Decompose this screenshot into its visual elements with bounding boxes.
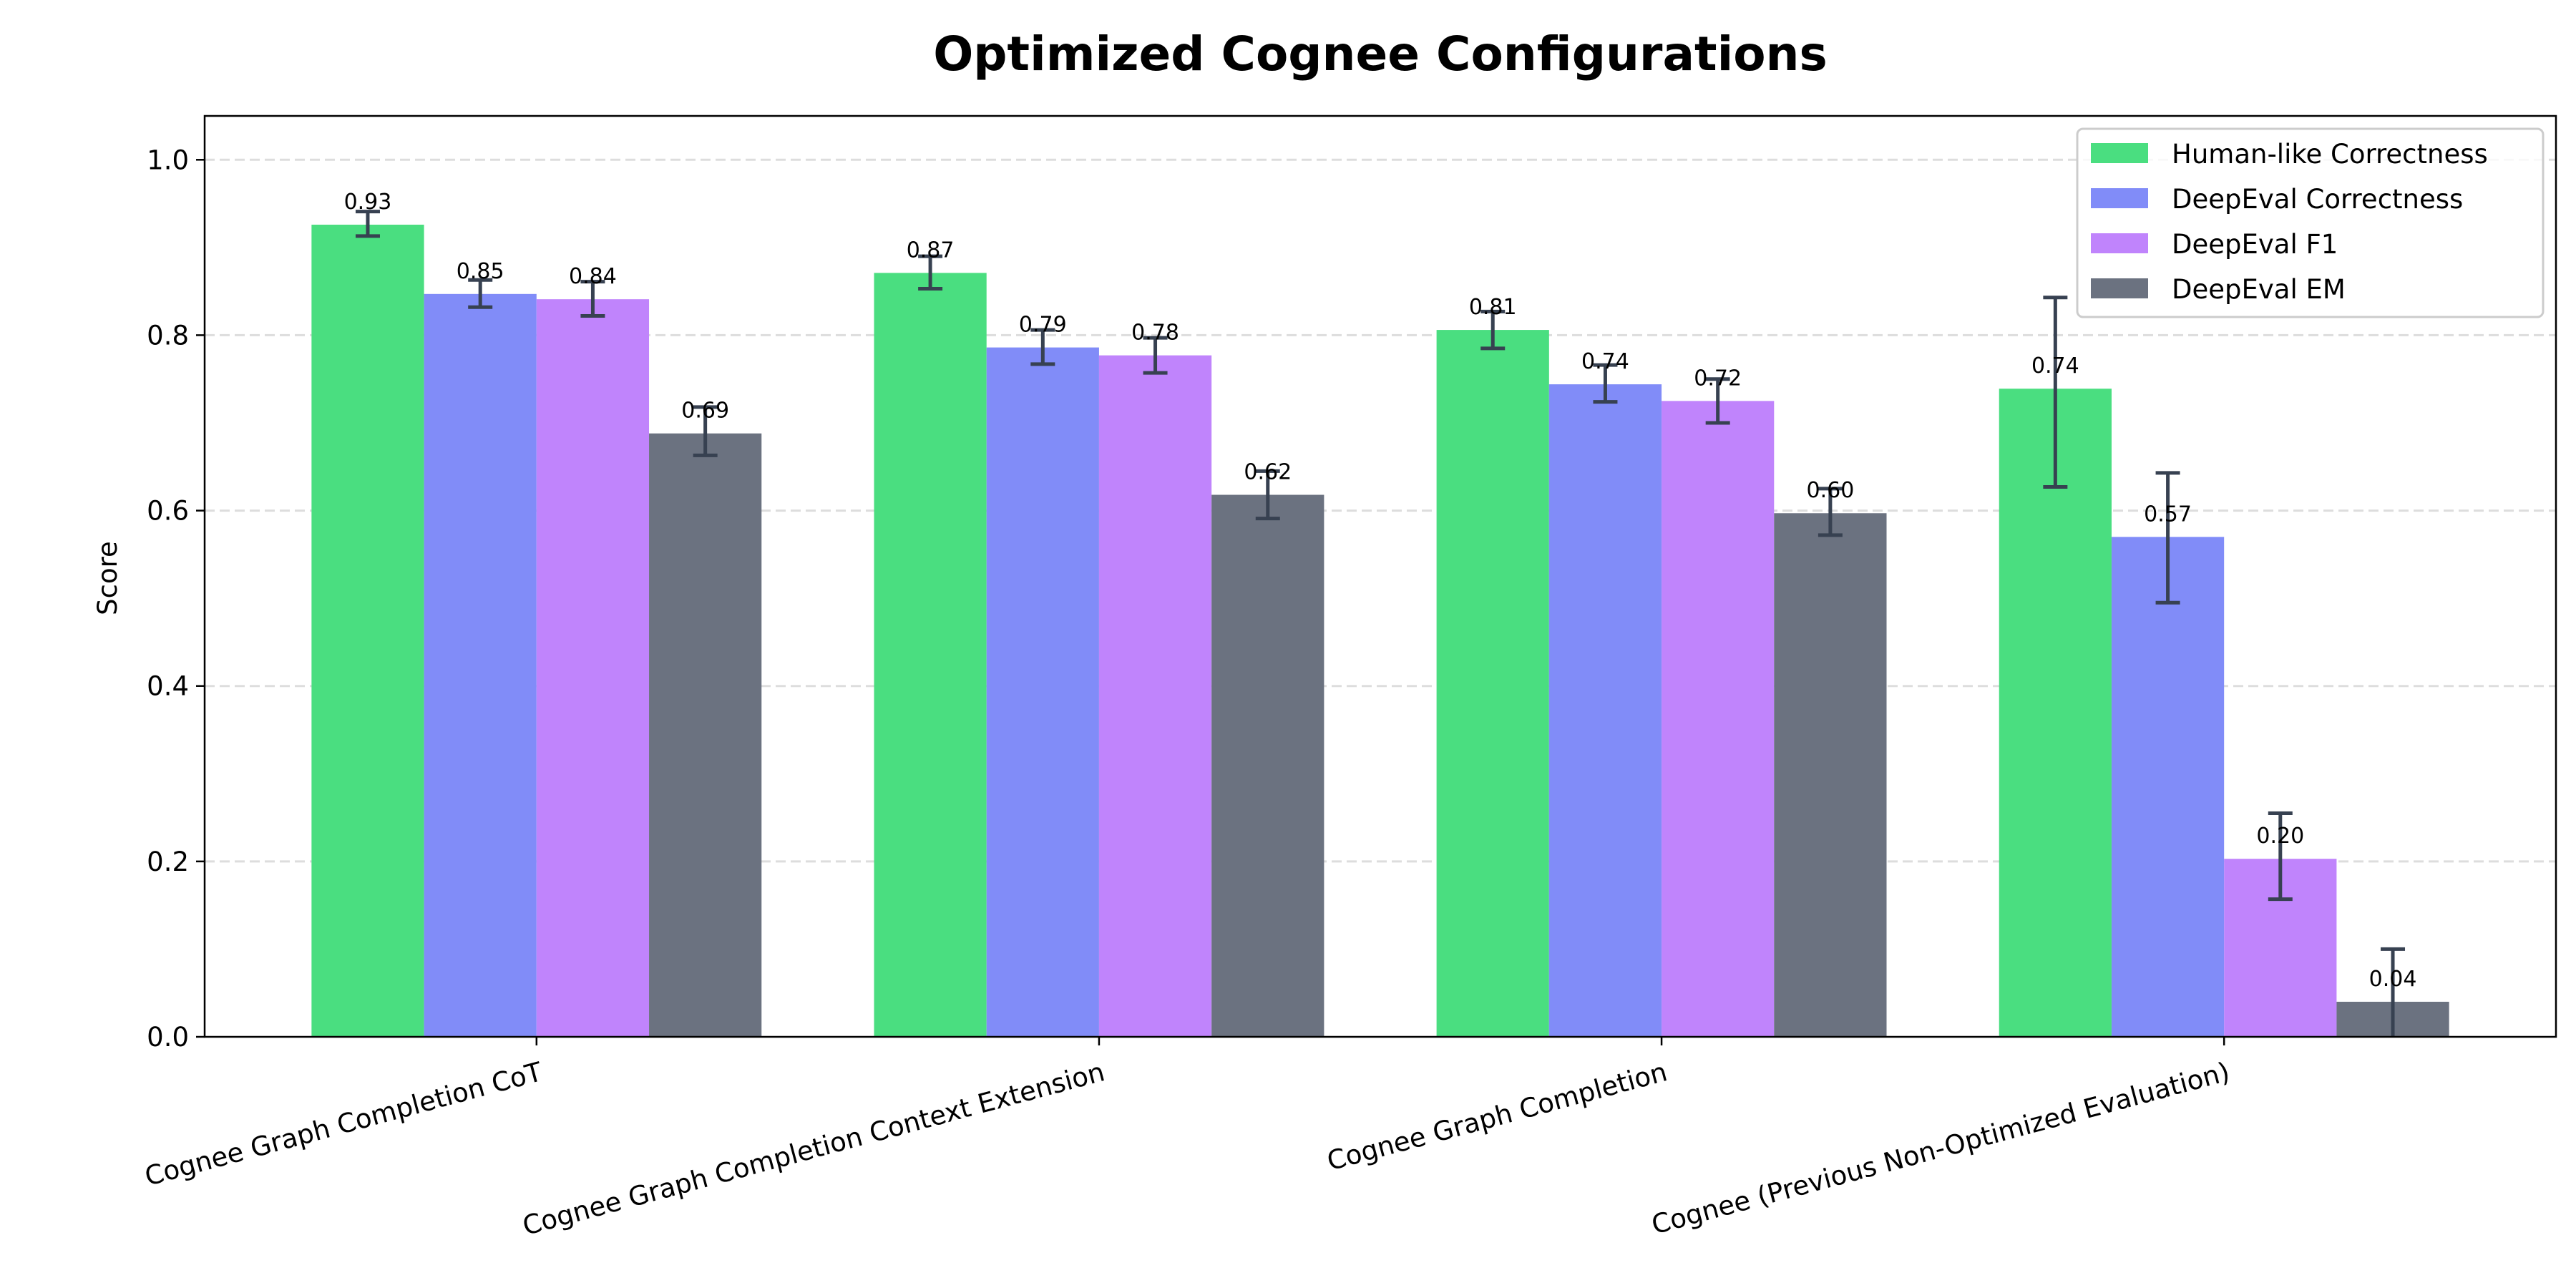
bar-value-label: 0.78 <box>1131 321 1179 346</box>
bar <box>424 293 537 1037</box>
error-bar <box>468 278 493 309</box>
error-bar <box>918 254 943 291</box>
bar-value-label: 0.20 <box>2256 824 2304 849</box>
legend-swatch <box>2091 233 2148 253</box>
bar <box>986 347 1099 1037</box>
bar-value-label: 0.87 <box>907 238 955 263</box>
error-bar <box>1030 328 1055 366</box>
bar <box>311 224 424 1038</box>
bar <box>1662 401 1775 1037</box>
error-bar <box>1705 377 1730 425</box>
y-tick-label: 0.2 <box>147 847 189 877</box>
error-bar <box>1143 336 1168 375</box>
chart-title: Optimized Cognee Configurations <box>933 26 1828 82</box>
bar <box>649 433 762 1037</box>
bar <box>1548 384 1662 1037</box>
bar <box>874 273 987 1038</box>
error-bar <box>693 405 718 457</box>
legend: Human-like Correctness DeepEval Correctne… <box>2076 127 2545 318</box>
error-bar <box>580 280 605 318</box>
error-bar <box>2381 947 2406 1037</box>
y-tick-label: 1.0 <box>147 145 189 175</box>
x-tick-label: Cognee Graph Completion Context Extensio… <box>519 1056 1108 1241</box>
bar <box>1211 494 1324 1037</box>
legend-label: DeepEval Correctness <box>2172 184 2463 215</box>
error-bar <box>355 210 380 238</box>
error-bar <box>1818 487 1843 537</box>
x-tick-label: Cognee Graph Completion CoT <box>142 1056 546 1192</box>
legend-label: DeepEval EM <box>2172 274 2346 305</box>
bar-value-label: 0.72 <box>1694 366 1742 391</box>
x-tick-label: Cognee (Previous Non-Optimized Evaluatio… <box>1649 1056 2233 1240</box>
bar <box>1774 513 1887 1037</box>
legend-swatch <box>2091 278 2148 298</box>
bar-value-label: 0.81 <box>1469 295 1517 320</box>
bar-value-label: 0.74 <box>2031 353 2079 379</box>
bar <box>2111 537 2225 1037</box>
error-bar <box>2043 296 2068 489</box>
legend-swatch <box>2091 143 2148 163</box>
bar-value-label: 0.74 <box>1581 349 1629 374</box>
legend-box <box>2076 127 2545 318</box>
error-bar <box>1480 309 1506 351</box>
error-bar <box>1593 363 1618 404</box>
bar <box>1999 389 2112 1037</box>
bar <box>536 299 650 1037</box>
legend-label: DeepEval F1 <box>2172 229 2338 260</box>
bar-value-label: 0.93 <box>344 190 392 215</box>
bar-value-label: 0.85 <box>457 259 504 284</box>
error-bar <box>2268 811 2293 902</box>
plot-frame <box>203 114 2557 1038</box>
y-axis-label: Score <box>92 541 123 615</box>
bar-value-label: 0.57 <box>2144 502 2192 527</box>
error-bar <box>2155 471 2180 605</box>
bar-value-label: 0.84 <box>569 264 617 289</box>
y-tick-label: 0.0 <box>147 1022 189 1053</box>
legend-label: Human-like Correctness <box>2172 139 2488 170</box>
y-tick-label: 0.6 <box>147 496 189 527</box>
y-tick-label: 0.8 <box>147 320 189 351</box>
bar <box>1436 330 1549 1037</box>
error-bar <box>1255 469 1280 521</box>
legend-swatch <box>2091 188 2148 208</box>
bar-value-label: 0.60 <box>1807 478 1855 503</box>
bar <box>1098 355 1212 1037</box>
y-tick-label: 0.4 <box>147 671 189 702</box>
x-tick-label: Cognee Graph Completion <box>1324 1056 1670 1176</box>
bar-value-label: 0.04 <box>2369 967 2417 992</box>
bar-value-label: 0.62 <box>1244 460 1292 485</box>
bar-value-label: 0.69 <box>681 399 729 424</box>
bar-value-label: 0.79 <box>1019 313 1067 338</box>
